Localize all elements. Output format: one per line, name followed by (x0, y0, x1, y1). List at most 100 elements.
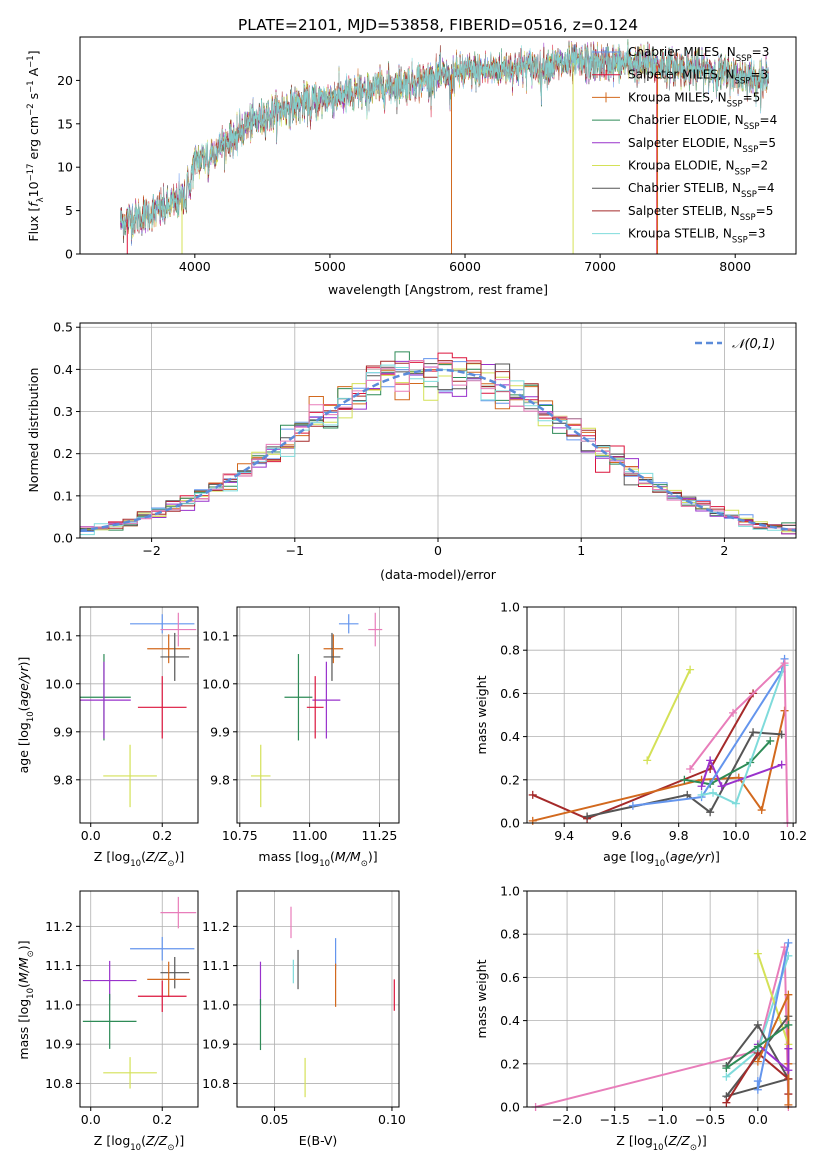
massweight-vs-Z-point-marker (784, 990, 793, 999)
mass-vs-Z-point (82, 993, 137, 1049)
spectrum-legend-label: Kroupa MILES, NSSP=5 (628, 90, 760, 109)
age-vs-mass-ytick-label: 9.8 (210, 772, 230, 787)
massweight-vs-age-point-marker (706, 808, 715, 817)
massweight-vs-age-point-marker (686, 665, 695, 674)
massweight-vs-Z-xtick-label: −1.0 (647, 1112, 677, 1127)
age-vs-mass-ytick-label: 10.1 (202, 628, 230, 643)
massweight-vs-age-point-marker (683, 790, 692, 799)
massweight-vs-age-ytick-label: 0.2 (500, 772, 520, 787)
residuals-xtick-label: 1 (577, 543, 585, 558)
massweight-vs-age-point-marker (729, 708, 738, 717)
mass-vs-Z-point (82, 960, 137, 1001)
residuals-histogram (80, 360, 796, 538)
spectrum-legend-label: Salpeter STELIB, NSSP=5 (628, 204, 773, 223)
spectrum-ytick-label: 20 (57, 73, 73, 88)
age-vs-mass-point (312, 661, 341, 739)
massweight-vs-age-point-marker (583, 812, 592, 821)
massweight-vs-age-point-marker (680, 775, 689, 784)
mass-vs-Z-ytick-label: 10.9 (45, 1037, 73, 1052)
massweight-vs-Z-point-marker (784, 1066, 793, 1075)
mass-vs-Z-point (160, 956, 190, 989)
mass-vs-Z-xlabel: Z [log10(Z/Z⊙)] (94, 1133, 184, 1153)
massweight-vs-Z-xtick-label: −2.0 (552, 1112, 582, 1127)
mass-vs-Z-ytick-label: 11.1 (45, 958, 73, 973)
spectrum-series-line (120, 43, 769, 241)
age-vs-mass-point (250, 744, 271, 808)
massweight-vs-age-series-line (689, 660, 789, 823)
massweight-vs-age-xtick-label: 9.4 (554, 828, 574, 843)
spectrum-legend-label: Salpeter ELODIE, NSSP=5 (628, 136, 776, 155)
age-vs-Z-xtick-label: 0.2 (152, 828, 172, 843)
massweight-vs-age-ytick-label: 0.8 (500, 643, 520, 658)
age-vs-Z-ytick-label: 10.0 (45, 676, 73, 691)
mass-vs-Z-frame (79, 890, 199, 1108)
residuals-xtick-label: −1 (286, 543, 304, 558)
spectrum-ytick-label: 0 (65, 247, 73, 262)
mass-vs-Z-xtick-label: 0.2 (152, 1112, 172, 1127)
massweight-vs-age-xtick-label: 9.6 (611, 828, 631, 843)
age-vs-Z-point (160, 632, 190, 681)
massweight-vs-age-point-marker (706, 756, 715, 765)
age-vs-Z-xlabel: Z [log10(Z/Z⊙)] (94, 849, 184, 869)
age-vs-Z-point (147, 634, 191, 664)
residuals-ytick-label: 0.0 (53, 531, 73, 546)
massweight-vs-Z-axes: −2.0 −1.5 −1.0 −0.5 0.0 0.0 0.2 0.4 0.6 0.8 1.0 Z [… (474, 884, 797, 1153)
mass-vs-EBV-xtick-label: 0.10 (378, 1112, 406, 1127)
massweight-vs-Z-point-marker (722, 1064, 731, 1073)
mass-vs-EBV-ytick-label: 11.0 (202, 997, 230, 1012)
residuals-ytick-label: 0.3 (53, 404, 73, 419)
spectrum-legend-label: Kroupa ELODIE, NSSP=2 (628, 159, 768, 178)
mass-vs-Z-ytick-label: 10.8 (45, 1076, 73, 1091)
mass-vs-EBV-axes: 0.05 0.10 10.8 10.9 11.0 11.1 11.2 E(B-V) (202, 890, 406, 1148)
massweight-vs-age-series-line (684, 740, 771, 786)
age-vs-Z-frame (79, 606, 199, 824)
mass-vs-Z-point (103, 1057, 157, 1089)
massweight-vs-age-point-marker (709, 788, 718, 797)
massweight-vs-Z-point-marker (784, 1020, 793, 1029)
massweight-vs-Z-point-marker (784, 1044, 793, 1053)
spectrum-ytick-label: 15 (57, 116, 73, 131)
residuals-xtick-label: 2 (720, 543, 728, 558)
spectrum-legend-label: Chabrier MILES, NSSP=3 (628, 45, 769, 64)
massweight-vs-Z-point-marker (722, 1072, 731, 1081)
age-vs-Z-point (137, 676, 187, 739)
mass-vs-EBV-ytick-label: 10.8 (202, 1076, 230, 1091)
massweight-vs-Z-point-marker (753, 1085, 762, 1094)
mass-vs-Z-point (147, 961, 191, 998)
massweight-vs-Z-ytick-label: 0.0 (500, 1100, 520, 1115)
mass-vs-EBV-ytick-label: 11.1 (202, 958, 230, 973)
massweight-vs-age-series-line (532, 692, 754, 820)
spectrum-xtick-label: 4000 (179, 259, 211, 274)
residuals-ylabel: Normed distribution (26, 368, 41, 493)
age-vs-Z-ytick-label: 10.1 (45, 628, 73, 643)
age-vs-mass-ytick-label: 10.0 (202, 676, 230, 691)
spectrum-axes: 4000 5000 6000 7000 8000 0 5 10 15 20 wavelength [… (26, 36, 797, 297)
residuals-xlabel: (data-model)/error (380, 567, 497, 582)
spectrum-ylabel: Flux [fλ10−17 erg cm−2 s−1 A−1] (26, 50, 46, 241)
age-vs-Z-xtick-label: 0.0 (81, 828, 101, 843)
age-vs-mass-xtick-label: 11.25 (362, 828, 398, 843)
age-vs-Z-point (130, 614, 195, 634)
massweight-vs-age-xtick-label: 9.8 (669, 828, 689, 843)
age-vs-mass-xlabel: mass [log10(M/M⊙)] (258, 849, 377, 869)
massweight-vs-age-point-marker (749, 728, 758, 737)
mass-vs-Z-point (137, 980, 187, 1012)
massweight-vs-age-point-marker (643, 756, 652, 765)
mass-vs-Z-xtick-label: 0.0 (81, 1112, 101, 1127)
residuals-ytick-label: 0.4 (53, 362, 73, 377)
massweight-vs-Z-point-marker (753, 1042, 762, 1051)
massweight-vs-age-point-marker (777, 730, 786, 739)
residuals-xtick-label: −2 (142, 543, 160, 558)
massweight-vs-Z-xtick-label: 0.0 (748, 1112, 768, 1127)
spectrum-xtick-label: 5000 (314, 259, 346, 274)
massweight-vs-age-point-marker (780, 659, 789, 668)
mass-vs-Z-ytick-label: 11.0 (45, 997, 73, 1012)
spectrum-legend-label: Chabrier ELODIE, NSSP=4 (628, 113, 777, 132)
spectrum-frame (79, 36, 797, 255)
massweight-vs-age-point-marker (528, 790, 537, 799)
spectrum-legend-label: Kroupa STELIB, NSSP=3 (628, 227, 766, 246)
massweight-vs-age-point-marker (731, 799, 740, 808)
spectrum-ytick-label: 5 (65, 203, 73, 218)
massweight-vs-Z-ytick-label: 0.2 (500, 1056, 520, 1071)
massweight-vs-age-xtick-label: 10.0 (722, 828, 750, 843)
